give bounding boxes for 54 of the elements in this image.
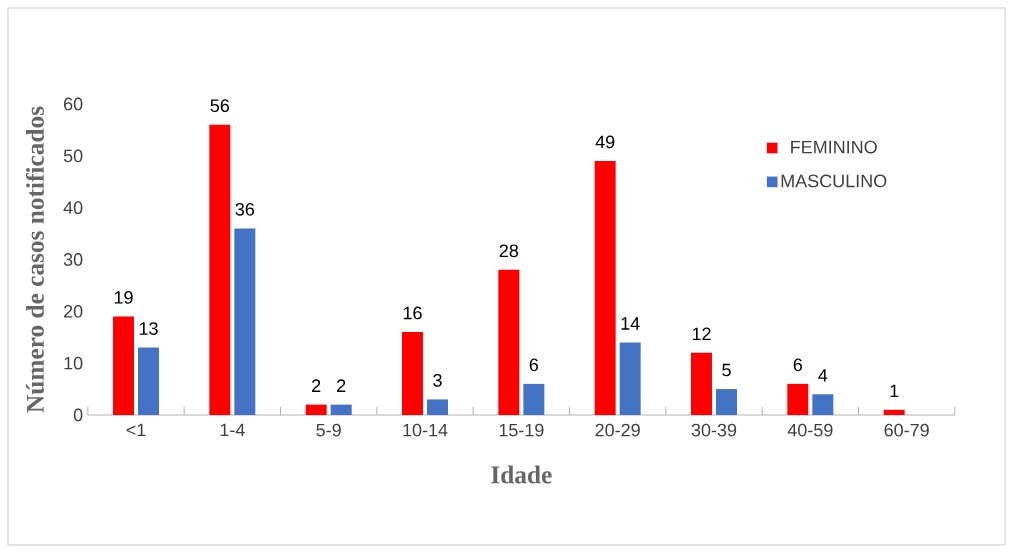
- data-label: 36: [235, 202, 255, 216]
- x-tick-label: 5-9: [316, 423, 341, 437]
- x-tick-label: 30-39: [691, 423, 737, 437]
- bar: [427, 399, 449, 415]
- data-label: 16: [403, 306, 422, 320]
- data-label: 1: [890, 384, 899, 398]
- data-label: 6: [793, 358, 803, 372]
- bar: [812, 394, 834, 415]
- x-tick-label: 1-4: [220, 423, 245, 437]
- data-label: 2: [312, 379, 321, 392]
- data-label: 13: [139, 322, 158, 335]
- bar: [594, 161, 616, 415]
- bar: [883, 409, 905, 415]
- bar: [138, 347, 160, 415]
- bar: [498, 269, 520, 415]
- bar: [113, 316, 134, 415]
- bar: [234, 228, 256, 415]
- y-tick-label: 0: [73, 408, 83, 422]
- x-tick-label: 40-59: [787, 423, 833, 437]
- data-label: 3: [433, 373, 442, 387]
- legend-label: FEMININO: [791, 140, 877, 154]
- x-tick-label: 60-79: [884, 423, 929, 437]
- y-tick-label: 30: [63, 253, 83, 266]
- legend-label: MASCULINO: [781, 174, 887, 188]
- x-tick-label: 15-19: [499, 423, 544, 437]
- y-tick-label: 60: [64, 97, 83, 111]
- x-tick-label: <1: [126, 423, 146, 437]
- x-tick-label: 20-29: [595, 423, 640, 437]
- data-label: 56: [210, 99, 230, 113]
- data-label: 49: [595, 135, 615, 149]
- bar: [330, 404, 352, 415]
- data-label: 6: [529, 358, 539, 372]
- x-tick-label: 10-14: [403, 423, 448, 437]
- data-label: 4: [818, 369, 828, 382]
- data-label: 12: [692, 327, 711, 341]
- bar: [523, 383, 545, 415]
- data-label: 14: [621, 317, 640, 330]
- data-label: 28: [499, 244, 519, 258]
- y-tick-label: 50: [63, 149, 83, 163]
- bar: [619, 342, 641, 415]
- y-tick-label: 20: [64, 304, 83, 318]
- bar: [716, 389, 737, 415]
- y-axis-title: Número de casos notificados: [25, 106, 44, 413]
- bar: [787, 383, 809, 415]
- bar: [401, 332, 423, 415]
- x-axis-title: Idade: [491, 465, 552, 484]
- y-tick-label: 40: [63, 201, 83, 215]
- bar: [305, 404, 327, 415]
- y-tick-label: 10: [64, 356, 83, 370]
- bar: [690, 352, 712, 415]
- bar: [209, 124, 231, 415]
- data-label: 19: [114, 291, 133, 304]
- data-label: 5: [722, 363, 731, 377]
- data-label: 2: [337, 379, 346, 392]
